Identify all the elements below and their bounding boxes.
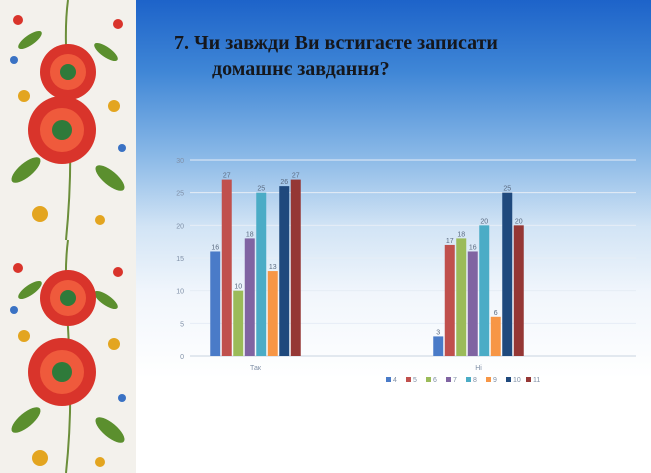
legend-label: 5 (413, 377, 417, 384)
legend-swatch (386, 377, 391, 382)
legend-label: 8 (473, 377, 477, 384)
data-label: 20 (515, 218, 523, 225)
legend-label: 11 (533, 377, 540, 384)
data-label: 3 (436, 329, 440, 336)
bar (290, 179, 301, 356)
data-label: 6 (494, 310, 498, 317)
data-label: 16 (211, 244, 219, 251)
data-label: 18 (457, 231, 465, 238)
bar (490, 316, 501, 356)
bar (467, 251, 478, 356)
slide-title: 7. Чи завжди Ви встигаєте записати домаш… (174, 30, 644, 82)
floral-ornament-image (0, 0, 136, 473)
y-tick-label: 20 (176, 223, 184, 230)
y-tick-label: 0 (180, 354, 184, 361)
data-label: 27 (223, 173, 231, 180)
legend-swatch (466, 377, 471, 382)
slide-title-line1: 7. Чи завжди Ви встигаєте записати (174, 32, 498, 54)
data-label: 26 (280, 179, 288, 186)
y-tick-label: 5 (180, 321, 184, 328)
data-label: 17 (446, 238, 454, 245)
legend-label: 10 (513, 377, 521, 384)
bar (479, 225, 490, 356)
bar (210, 251, 221, 356)
data-label: 25 (257, 186, 265, 193)
data-label: 25 (503, 186, 511, 193)
bar-chart: 0 5 10 15 20 25 30 16 27 10 18 25 13 26 27 Так 3 17 18 16 20… (166, 148, 646, 408)
bar (444, 244, 455, 356)
floral-ornament (0, 0, 136, 473)
data-label: 27 (292, 173, 300, 180)
bar (456, 238, 467, 356)
bar (244, 238, 255, 356)
bar (433, 336, 444, 356)
data-label: 18 (246, 231, 254, 238)
bar (233, 290, 244, 356)
legend-swatch (406, 377, 411, 382)
legend-label: 6 (433, 377, 437, 384)
legend-swatch (526, 377, 531, 382)
data-label: 20 (480, 218, 488, 225)
x-tick-label: Так (250, 365, 262, 372)
bar (279, 186, 290, 356)
y-tick-label: 15 (176, 256, 184, 263)
x-tick-label: Ні (475, 364, 482, 372)
y-tick-label: 10 (176, 289, 184, 296)
bar (256, 192, 267, 356)
y-tick-label: 25 (176, 191, 184, 198)
legend-label: 4 (393, 377, 397, 384)
bar (502, 192, 513, 356)
legend-swatch (506, 377, 511, 382)
data-label: 16 (469, 244, 477, 251)
slide-title-line2: домашнє завдання? (212, 58, 390, 80)
data-label: 13 (269, 264, 277, 271)
legend-label: 9 (493, 377, 497, 384)
legend-swatch (426, 377, 431, 382)
legend-swatch (486, 377, 491, 382)
bar (267, 271, 278, 356)
legend-swatch (446, 377, 451, 382)
bar (221, 179, 232, 356)
legend-label: 7 (453, 377, 457, 384)
bar-chart-svg: 0510152025301627101825132627Так317181620… (176, 158, 636, 384)
data-label: 10 (234, 284, 242, 291)
slide-content: 7. Чи завжди Ви встигаєте записати домаш… (136, 0, 651, 473)
bar (513, 225, 524, 356)
y-tick-label: 30 (176, 158, 184, 165)
